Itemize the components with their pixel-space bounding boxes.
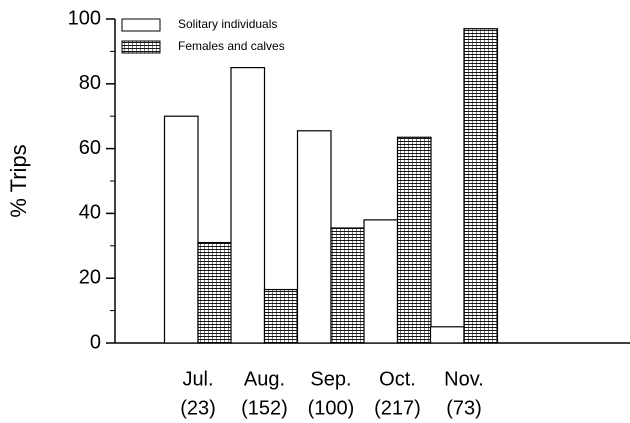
legend-swatch: [121, 40, 161, 54]
bar: [263, 288, 299, 344]
x-tick-label: Aug.: [244, 368, 285, 390]
x-tick-sublabel: (73): [446, 397, 482, 419]
bar: [163, 115, 199, 344]
legend-label: Females and calves: [178, 39, 285, 53]
legend-label: Solitary individuals: [178, 17, 277, 31]
y-tick-label: 100: [68, 7, 101, 29]
bar: [429, 326, 465, 344]
y-tick-label: 80: [79, 72, 101, 94]
bar: [463, 28, 499, 344]
bar: [330, 227, 366, 344]
x-tick-label: Nov.: [444, 368, 484, 390]
bar: [396, 136, 432, 344]
x-tick-sublabel: (152): [241, 397, 288, 419]
bar: [230, 66, 266, 344]
y-axis-label: % Trips: [6, 144, 31, 217]
y-tick-label: 20: [79, 266, 101, 288]
bar: [363, 219, 399, 344]
x-tick-label: Jul.: [182, 368, 213, 390]
x-tick-label: Oct.: [379, 368, 416, 390]
x-tick-sublabel: (100): [308, 397, 355, 419]
x-tick-sublabel: (217): [374, 397, 421, 419]
y-tick-label: 40: [79, 202, 101, 224]
bar: [296, 130, 332, 344]
x-tick-label: Sep.: [310, 368, 351, 390]
legend-swatch: [121, 18, 161, 32]
x-tick-sublabel: (23): [180, 397, 216, 419]
bar: [197, 241, 233, 344]
y-tick-label: 60: [79, 137, 101, 159]
y-tick-label: 0: [90, 331, 101, 353]
